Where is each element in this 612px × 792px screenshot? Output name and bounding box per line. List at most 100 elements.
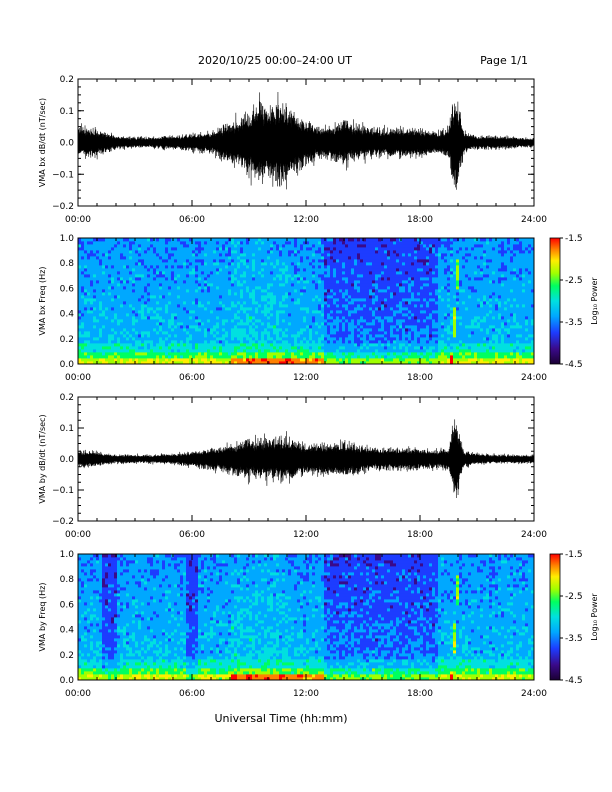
spectrogram-cell [135,295,139,299]
spectrogram-cell [123,334,127,338]
spectrogram-cell [168,340,172,344]
spectrogram-cell [336,337,340,341]
spectrogram-cell [264,292,268,296]
spectrogram-cell [306,292,310,296]
spectrogram-cell [111,241,115,245]
spectrogram-cell [378,304,382,308]
spectrogram-cell [291,313,295,317]
spectrogram-cell [213,328,217,332]
spectrogram-cell [315,349,319,353]
spectrogram-cell [150,283,154,287]
spectrogram-cell [273,337,277,341]
spectrogram-cell [294,334,298,338]
spectrogram-cell [180,334,184,338]
spectrogram-cell [198,361,202,365]
spectrogram-cell [237,280,241,284]
spectrogram-cell [258,313,262,317]
spectrogram-cell [375,280,379,284]
spectrogram-cell [228,349,232,353]
spectrogram-cell [141,349,145,353]
spectrogram-cell [168,271,172,275]
spectrogram-cell [240,331,244,335]
spectrogram-cell [243,268,247,272]
spectrogram-cell [117,325,121,329]
spectrogram-cell [372,343,376,347]
spectrogram-cell [246,292,250,296]
spectrogram-cell [399,355,403,359]
spectrogram-cell [183,277,187,281]
spectrogram-cell [120,298,124,302]
spectrogram-cell [150,346,154,350]
spectrogram-cell [288,268,292,272]
spectrogram-cell [378,259,382,263]
spectrogram-cell [93,283,97,287]
spectrogram-cell [114,334,118,338]
spectrogram-cell [363,307,367,311]
spectrogram-cell [327,241,331,245]
spectrogram-cell [411,343,415,347]
spectrogram-cell [153,346,157,350]
spectrogram-cell [405,337,409,341]
spectrogram-cell [342,268,346,272]
spectrogram-cell [135,277,139,281]
spectrogram-cell [303,328,307,332]
spectrogram-cell [267,349,271,353]
spectrogram-cell [135,265,139,269]
spectrogram-cell [219,295,223,299]
spectrogram-cell [192,265,196,269]
spectrogram-cell [150,304,154,308]
spectrogram-cell [99,265,103,269]
spectrogram-cell [159,343,163,347]
spectrogram-cell [120,328,124,332]
spectrogram-cell [393,250,397,254]
spectrogram-cell [393,283,397,287]
spectrogram-cell [225,316,229,320]
spectrogram-cell [402,268,406,272]
spectrogram-cell [354,241,358,245]
spectrogram-cell [300,340,304,344]
spectrogram-cell [240,346,244,350]
spectrogram-cell [162,346,166,350]
spectrogram-cell [336,298,340,302]
spectrogram-cell [114,313,118,317]
spectrogram-cell [81,280,85,284]
spectrogram-cell [417,259,421,263]
spectrogram-cell [405,325,409,329]
spectrogram-cell [225,277,229,281]
spectrogram-cell [267,280,271,284]
spectrogram-cell [159,298,163,302]
spectrogram-cell [333,274,337,278]
spectrogram-cell [315,307,319,311]
spectrogram-cell [144,322,148,326]
spectrogram-cell [309,340,313,344]
spectrogram-cell [372,340,376,344]
spectrogram-cell [111,274,115,278]
spectrogram-cell [270,307,274,311]
spectrogram-cell [213,280,217,284]
spectrogram-cell [243,316,247,320]
spectrogram-cell [132,292,136,296]
spectrogram-cell [327,274,331,278]
spectrogram-cell [126,337,130,341]
spectrogram-cell [411,325,415,329]
spectrogram-cell [366,244,370,248]
spectrogram-cell [81,250,85,254]
spectrogram-cell [273,310,277,314]
spectrogram-cell [312,352,316,356]
spectrogram-cell [249,319,253,323]
spectrogram-cell [327,334,331,338]
spectrogram-cell [204,250,208,254]
spectrogram-cell [411,358,415,362]
spectrogram-cell [360,280,364,284]
spectrogram-cell [396,244,400,248]
spectrogram-cell [207,355,211,359]
spectrogram-cell [312,271,316,275]
spectrogram-cell [144,346,148,350]
spectrogram-cell [339,274,343,278]
spectrogram-cell [393,301,397,305]
spectrogram-cell [288,316,292,320]
spectrogram-cell [210,271,214,275]
spectrogram-cell [333,352,337,356]
spectrogram-cell [369,283,373,287]
spectrogram-cell [312,259,316,263]
